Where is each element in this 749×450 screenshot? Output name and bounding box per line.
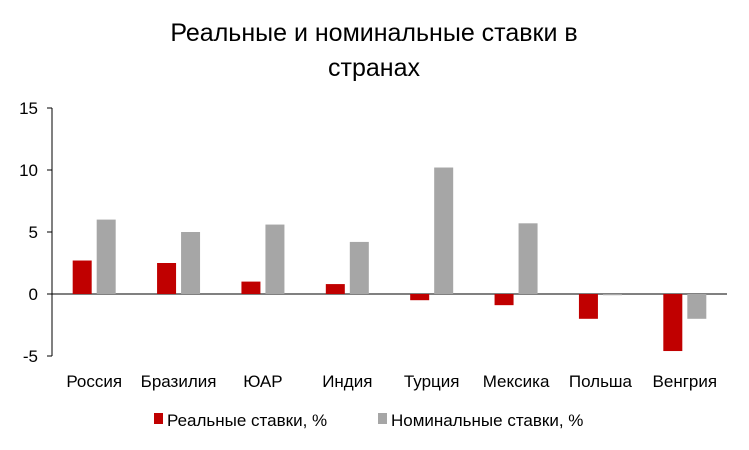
- bar-nominal: [349, 241, 369, 294]
- x-category-label: Мексика: [483, 372, 550, 391]
- chart-title-line-2: странах: [328, 54, 420, 82]
- x-category-label: Польша: [569, 372, 633, 391]
- x-category-label: Индия: [322, 372, 372, 391]
- bar-real: [410, 294, 430, 301]
- y-tick-label: -5: [23, 347, 38, 366]
- bar-nominal: [687, 294, 707, 319]
- bar-nominal: [602, 294, 622, 296]
- bar-nominal: [434, 167, 454, 294]
- bar-real: [494, 294, 514, 306]
- bar-real: [325, 284, 345, 294]
- bar-nominal: [265, 224, 285, 294]
- x-category-label: ЮАР: [243, 372, 282, 391]
- plot-area: -5 0 5 10 15 Россия Бразилия ЮАР Индия Турция Мекс…: [19, 99, 727, 391]
- legend-item-real-label: Реальные ставки, %: [167, 411, 327, 430]
- x-category-label: Венгрия: [653, 372, 718, 391]
- x-category-label: Бразилия: [141, 372, 217, 391]
- bar-nominal: [518, 223, 538, 294]
- y-tick-label: 10: [19, 161, 38, 180]
- bar-real: [578, 294, 598, 319]
- legend-item-nominal-label: Номинальные ставки, %: [391, 411, 583, 430]
- y-tick-label: 15: [19, 99, 38, 118]
- bar-real: [241, 281, 261, 294]
- legend-item-real-swatch: [154, 413, 163, 424]
- bar-nominal: [181, 232, 201, 294]
- bar-nominal: [96, 219, 116, 294]
- y-tick-label: 0: [29, 285, 38, 304]
- chart-title-line-1: Реальные и номинальные ставки в: [170, 19, 577, 47]
- bar-real: [663, 294, 683, 352]
- y-tick-label: 5: [29, 223, 38, 242]
- bar-real: [157, 263, 177, 294]
- legend-item-nominal-swatch: [378, 413, 387, 424]
- legend: Реальные ставки, % Номинальные ставки, %: [154, 411, 583, 430]
- x-category-label: Турция: [404, 372, 460, 391]
- x-category-label: Россия: [66, 372, 122, 391]
- bar-real: [72, 260, 92, 294]
